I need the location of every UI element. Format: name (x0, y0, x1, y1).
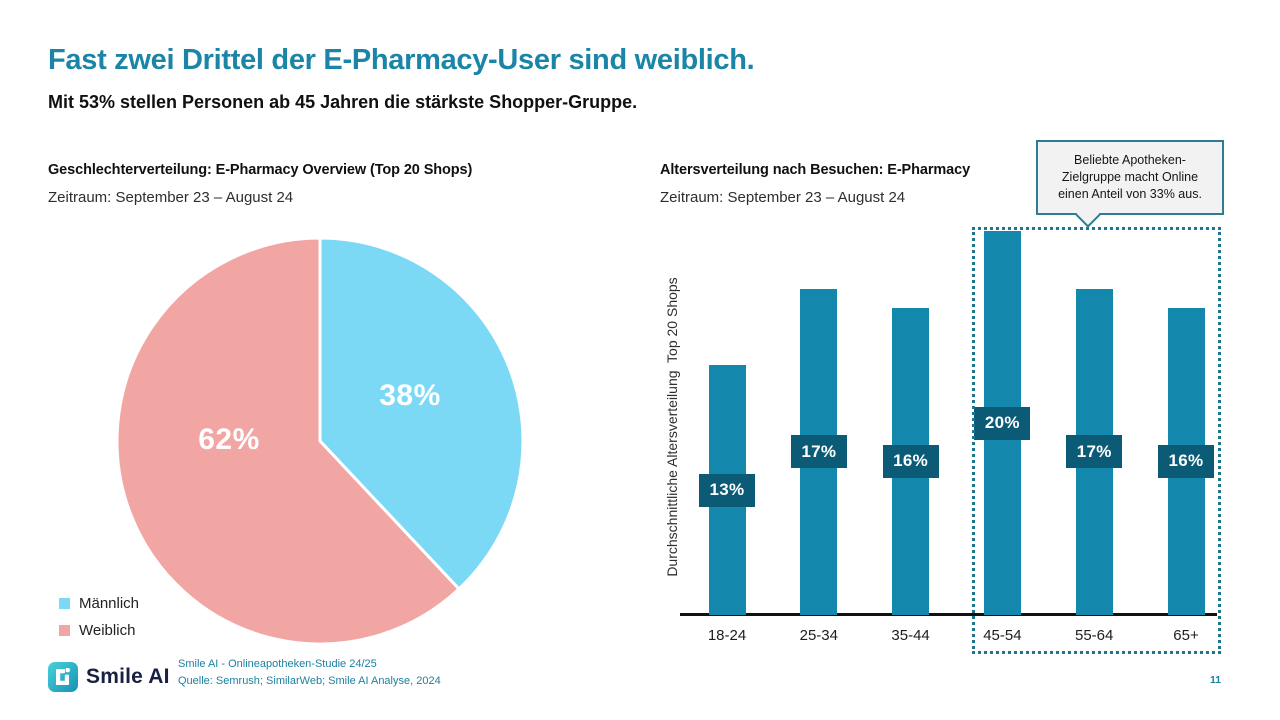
callout-box: Beliebte Apotheken-Zielgruppe macht Onli… (1036, 140, 1224, 215)
y-axis-label: Durchschnittliche Altersverteilung Top 2… (664, 277, 680, 577)
highlight-dotted-box (972, 227, 1221, 654)
source-line-1: Smile AI - Onlineapotheken-Studie 24/25 (178, 658, 377, 670)
bar-value-label: 16% (882, 444, 939, 478)
x-axis-label: 25-34 (799, 627, 838, 644)
age-chart-period: Zeitraum: September 23 – August 24 (660, 189, 906, 206)
gender-chart-period: Zeitraum: September 23 – August 24 (48, 189, 294, 206)
slide-title: Fast zwei Drittel der E-Pharmacy-User si… (48, 44, 755, 76)
x-axis-line (680, 613, 1217, 616)
x-axis-label: 65+ (1173, 627, 1199, 644)
smile-logo-icon (48, 662, 78, 692)
smile-ai-logo: Smile AI (48, 662, 170, 692)
gender-legend: Männlich Weiblich (59, 595, 139, 649)
page-number: 11 (1210, 674, 1222, 686)
x-axis-label: 35-44 (891, 627, 930, 644)
source-line-2: Quelle: Semrush; SimilarWeb; Smile AI An… (178, 675, 441, 687)
legend-swatch (59, 598, 70, 609)
legend-label: Weiblich (79, 622, 136, 639)
bar-value-label: 17% (1066, 435, 1123, 469)
legend-item: Männlich (59, 595, 139, 612)
pie-slice-weiblich (115, 236, 461, 646)
gender-pie-chart (115, 236, 525, 646)
bar-value-label: 13% (699, 473, 755, 507)
bar-value-label: 16% (1158, 444, 1214, 478)
x-axis-label: 18-24 (707, 627, 747, 644)
source-note: Smile AI - Onlineapotheken-Studie 24/25 … (178, 656, 441, 690)
x-axis-label: 55-64 (1075, 627, 1114, 644)
logo-text: Smile AI (86, 665, 170, 688)
legend-label: Männlich (79, 595, 140, 612)
gender-chart-title: Geschlechterverteilung: E-Pharmacy Overv… (48, 162, 473, 178)
bar-value-label: 17% (790, 435, 847, 469)
pie-value-label-maennlich: 38% (379, 379, 441, 412)
callout-text: Beliebte Apotheken-Zielgruppe macht Onli… (1058, 153, 1202, 201)
pie-slice-männlich (318, 236, 525, 591)
slide-subtitle: Mit 53% stellen Personen ab 45 Jahren di… (48, 92, 638, 112)
bar-value-label: 20% (974, 406, 1031, 440)
age-bar-chart: 13% 18-24 17% 25-34 16% 35-44 20% 45-54 17% 55-64… (680, 225, 1220, 660)
pie-value-label-weiblich: 62% (198, 423, 260, 456)
x-axis-label: 45-54 (983, 627, 1022, 644)
legend-item: Weiblich (59, 622, 139, 639)
age-chart-title: Altersverteilung nach Besuchen: E-Pharma… (660, 162, 971, 178)
legend-swatch (59, 625, 70, 636)
